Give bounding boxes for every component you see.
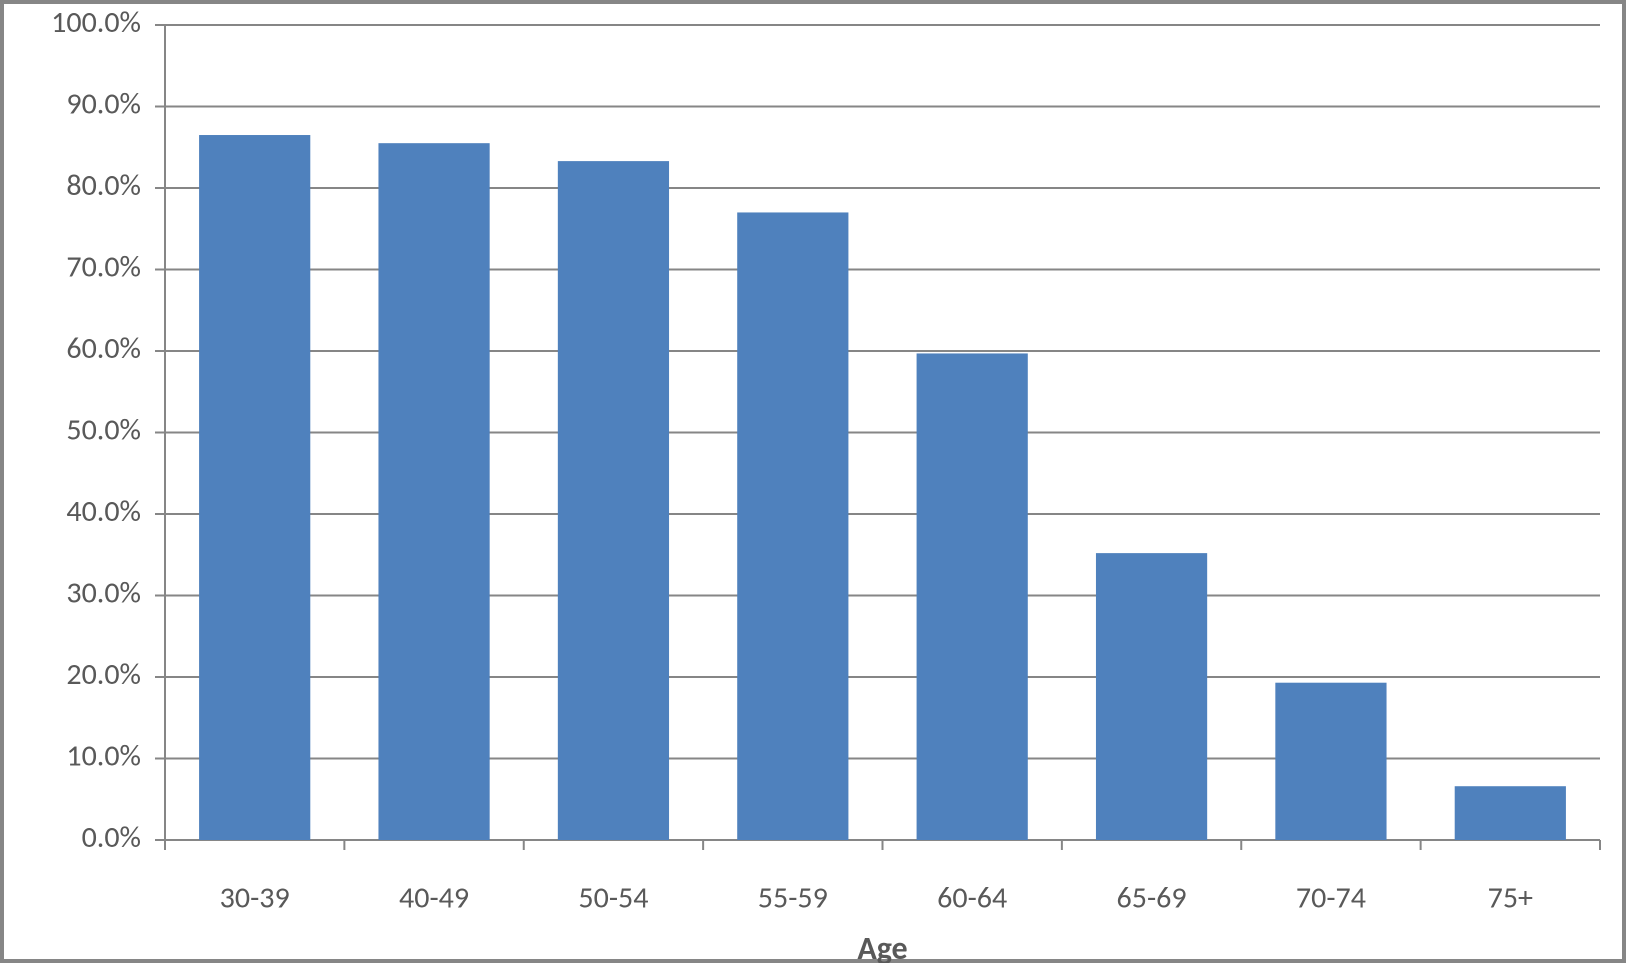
y-tick-label: 30.0% — [66, 575, 141, 612]
bar — [1096, 553, 1207, 840]
x-tick-label: 60-64 — [937, 879, 1007, 916]
bar — [199, 135, 310, 840]
x-tick-label: 65-69 — [1117, 879, 1187, 916]
chart-container: 0.0% 10.0% 20.0% 30.0% 40.0% 50.0% 60.0% 70.0% 8… — [0, 0, 1626, 963]
bar — [1455, 786, 1566, 840]
x-tick-label: 30-39 — [220, 879, 290, 916]
x-tick-label: 75+ — [1488, 879, 1533, 916]
bar-chart: 0.0% 10.0% 20.0% 30.0% 40.0% 50.0% 60.0% 70.0% 8… — [0, 0, 1626, 963]
y-tick-label: 100.0% — [51, 4, 141, 41]
bar — [1275, 683, 1386, 840]
y-tick-label: 60.0% — [66, 330, 141, 367]
x-tick-label: 50-54 — [578, 879, 648, 916]
y-tick-label: 10.0% — [66, 738, 141, 775]
y-tick-label: 70.0% — [66, 249, 141, 286]
y-tick-label: 90.0% — [66, 86, 141, 123]
y-tick-label: 50.0% — [66, 412, 141, 449]
bar — [378, 143, 489, 840]
x-axis-title: Age — [857, 929, 907, 963]
bar — [737, 212, 848, 840]
bar — [917, 353, 1028, 840]
y-tick-label: 80.0% — [66, 167, 141, 204]
x-tick-label: 40-49 — [399, 879, 469, 916]
x-tick-label: 70-74 — [1296, 879, 1366, 916]
x-tick-label: 55-59 — [758, 879, 828, 916]
bar — [558, 161, 669, 840]
y-tick-label: 40.0% — [66, 493, 141, 530]
y-tick-label: 0.0% — [82, 819, 141, 856]
y-tick-label: 20.0% — [66, 656, 141, 693]
